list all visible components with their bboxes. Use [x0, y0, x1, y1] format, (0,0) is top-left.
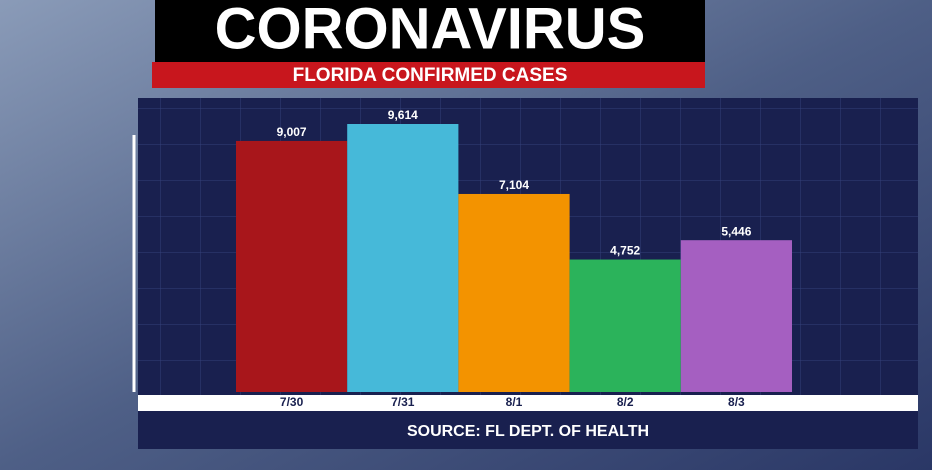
x-tick-label: 8/1 [506, 395, 523, 409]
x-tick-label: 8/2 [617, 395, 634, 409]
x-tick-label: 7/30 [280, 395, 304, 409]
value-label: 9,614 [388, 108, 418, 122]
x-tick-label: 8/3 [728, 395, 745, 409]
source-strip [138, 411, 918, 449]
title-box [155, 0, 705, 62]
value-label: 5,446 [721, 224, 751, 238]
chart-title: CORONAVIRUS [215, 0, 646, 61]
value-label: 7,104 [499, 178, 529, 192]
bar [569, 259, 681, 392]
label-strip [138, 395, 918, 411]
bar [236, 140, 348, 392]
value-label: 9,007 [277, 125, 307, 139]
subtitle: FLORIDA CONFIRMED CASES [293, 65, 568, 86]
value-label: 4,752 [610, 244, 640, 258]
bar [680, 240, 792, 392]
subtitle-bar [152, 62, 705, 88]
source: SOURCE: FL DEPT. OF HEALTH [407, 423, 649, 440]
bar [458, 193, 570, 392]
x-tick-label: 7/31 [391, 395, 415, 409]
bar [347, 124, 459, 392]
